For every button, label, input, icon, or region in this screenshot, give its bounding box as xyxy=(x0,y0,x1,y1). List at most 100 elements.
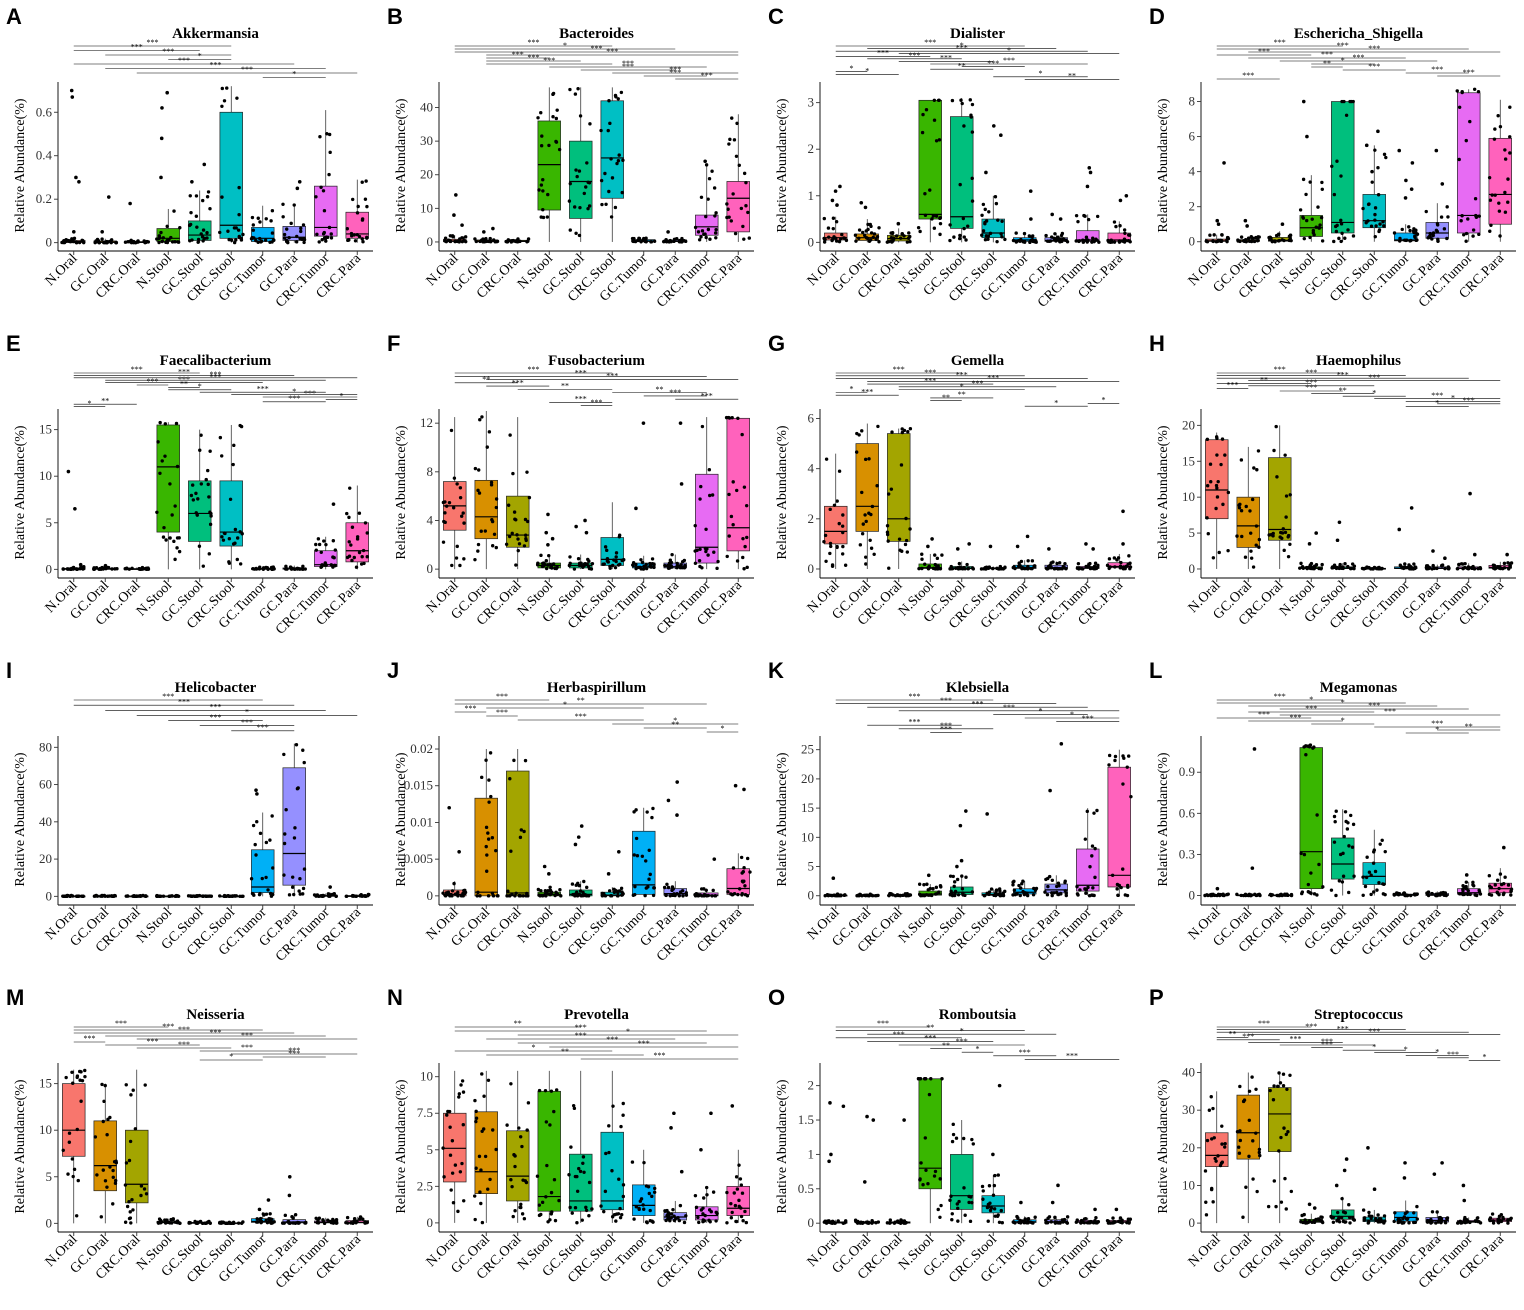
significance-label: *** xyxy=(893,365,905,374)
y-tick-label: 0.9 xyxy=(1179,764,1195,779)
data-point xyxy=(919,893,923,898)
y-tick-label: 0 xyxy=(808,1215,815,1230)
data-point xyxy=(1304,753,1308,757)
data-point xyxy=(226,229,230,233)
data-point xyxy=(711,1190,716,1194)
data-point xyxy=(662,239,666,244)
data-point xyxy=(1023,1217,1027,1221)
data-point xyxy=(1424,209,1428,214)
outlier-point xyxy=(128,201,132,206)
data-point xyxy=(75,1074,80,1078)
data-point xyxy=(1226,235,1230,240)
data-point xyxy=(264,1218,268,1222)
data-point xyxy=(699,195,704,199)
data-point xyxy=(1214,435,1219,439)
data-point xyxy=(599,178,604,183)
data-point xyxy=(668,238,672,243)
y-tick-label: 0 xyxy=(46,235,53,250)
data-point xyxy=(537,188,541,192)
data-point xyxy=(602,1209,606,1214)
data-point xyxy=(1289,892,1294,897)
data-point xyxy=(888,1218,893,1222)
data-point xyxy=(505,239,510,244)
data-point xyxy=(869,546,874,550)
data-point xyxy=(651,1220,655,1224)
data-point xyxy=(983,207,987,212)
data-point xyxy=(729,892,733,896)
data-point xyxy=(1413,566,1417,571)
data-point xyxy=(197,893,202,898)
y-tick-label: 0 xyxy=(46,561,53,576)
outlier-point xyxy=(328,885,332,889)
data-point xyxy=(1056,881,1061,885)
y-tick-label: 0 xyxy=(46,1215,53,1230)
data-point xyxy=(255,820,259,824)
significance-label: *** xyxy=(909,51,921,60)
data-point xyxy=(138,567,142,571)
y-tick-label: 0.6 xyxy=(1179,805,1196,820)
data-point xyxy=(644,1220,649,1224)
data-point xyxy=(539,553,543,558)
data-point xyxy=(444,504,449,508)
data-point xyxy=(1287,238,1291,243)
y-tick-label: 0 xyxy=(427,234,434,249)
data-point xyxy=(891,236,896,240)
data-point xyxy=(364,179,368,183)
data-point xyxy=(1243,238,1248,242)
data-point xyxy=(486,239,491,244)
data-point xyxy=(536,116,540,120)
data-point xyxy=(524,1180,529,1185)
data-point xyxy=(176,240,180,244)
data-point xyxy=(577,563,582,568)
panel-letter: G xyxy=(768,331,785,356)
y-tick-label: 5 xyxy=(46,515,53,530)
data-point xyxy=(165,238,169,243)
data-point xyxy=(314,542,318,547)
data-point xyxy=(1495,878,1500,882)
data-point xyxy=(272,1220,276,1224)
data-point xyxy=(1436,237,1440,242)
data-point xyxy=(355,535,360,539)
data-point xyxy=(110,894,115,898)
data-point xyxy=(952,880,957,884)
data-point xyxy=(905,240,910,244)
data-point xyxy=(161,236,166,240)
data-point xyxy=(457,1095,461,1099)
data-point xyxy=(1468,892,1472,897)
data-point xyxy=(350,234,354,238)
data-point xyxy=(1055,884,1059,889)
outlier-point xyxy=(1087,166,1092,170)
significance-label: *** xyxy=(178,697,190,706)
significance-label: *** xyxy=(162,692,174,701)
data-point xyxy=(354,565,359,569)
data-point xyxy=(462,521,466,525)
data-point xyxy=(704,549,708,554)
significance-label: *** xyxy=(1368,373,1380,382)
data-point xyxy=(194,214,199,218)
data-point xyxy=(1250,497,1255,502)
data-point xyxy=(1371,861,1376,865)
box-N.Stool xyxy=(1299,747,1323,890)
data-point xyxy=(551,115,555,119)
data-point xyxy=(921,1182,925,1187)
outlier-point xyxy=(902,1118,906,1122)
outlier-point xyxy=(1280,222,1285,227)
data-point xyxy=(79,1099,83,1103)
data-point xyxy=(1075,1218,1079,1222)
data-point xyxy=(1089,1219,1093,1224)
data-point xyxy=(1052,891,1056,895)
data-point xyxy=(737,163,741,167)
data-point xyxy=(939,1203,943,1208)
data-point xyxy=(1128,240,1132,244)
data-point xyxy=(1346,564,1350,569)
significance-label: ** xyxy=(958,61,966,70)
data-point xyxy=(918,1178,922,1182)
data-point xyxy=(986,891,991,896)
data-point xyxy=(958,233,962,238)
data-point xyxy=(519,828,524,832)
data-point xyxy=(156,440,160,444)
data-point xyxy=(578,114,583,118)
data-point xyxy=(613,565,618,570)
y-tick-label: 0.3 xyxy=(1179,846,1195,861)
data-point xyxy=(1442,227,1447,231)
